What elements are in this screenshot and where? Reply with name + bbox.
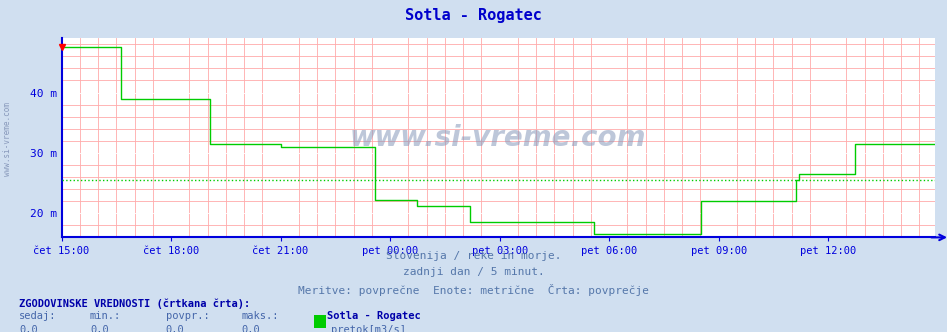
Text: pretok[m3/s]: pretok[m3/s] [331, 325, 406, 332]
Text: sedaj:: sedaj: [19, 311, 57, 321]
Text: Sotla - Rogatec: Sotla - Rogatec [405, 8, 542, 23]
Text: zadnji dan / 5 minut.: zadnji dan / 5 minut. [402, 267, 545, 277]
Text: povpr.:: povpr.: [166, 311, 209, 321]
Text: 0,0: 0,0 [241, 325, 260, 332]
Text: ZGODOVINSKE VREDNOSTI (črtkana črta):: ZGODOVINSKE VREDNOSTI (črtkana črta): [19, 299, 250, 309]
Text: www.si-vreme.com: www.si-vreme.com [349, 124, 647, 152]
Text: maks.:: maks.: [241, 311, 279, 321]
Text: 0,0: 0,0 [166, 325, 185, 332]
Text: min.:: min.: [90, 311, 121, 321]
Text: 0,0: 0,0 [19, 325, 38, 332]
Text: Meritve: povprečne  Enote: metrične  Črta: povprečje: Meritve: povprečne Enote: metrične Črta:… [298, 284, 649, 296]
Text: 0,0: 0,0 [90, 325, 109, 332]
Text: Sotla - Rogatec: Sotla - Rogatec [327, 311, 420, 321]
Text: Slovenija / reke in morje.: Slovenija / reke in morje. [385, 251, 562, 261]
Text: www.si-vreme.com: www.si-vreme.com [3, 103, 12, 176]
